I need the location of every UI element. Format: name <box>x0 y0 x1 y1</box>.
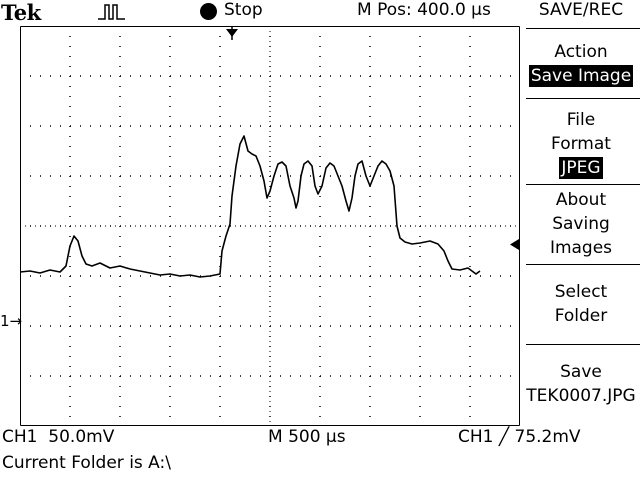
trigger-readout: CH1 ╱ 75.2mV <box>458 427 581 447</box>
save-rec-menu: SAVE/REC Action Save Image File Format J… <box>522 0 640 424</box>
select-folder-label-2: Folder <box>554 306 608 326</box>
action-menu-button[interactable]: Action Save Image <box>522 40 640 88</box>
menu-divider <box>526 344 640 345</box>
pulse-trigger-icon <box>98 4 125 20</box>
about-label-3: Images <box>549 238 613 258</box>
about-label-1: About <box>555 190 607 210</box>
save-menu-button[interactable]: Save TEK0007.JPG <box>522 360 640 408</box>
run-status-icon <box>200 3 217 20</box>
horizontal-position-readout: M Pos: 400.0 µs <box>357 0 491 20</box>
graticule <box>20 26 520 426</box>
file-format-label-1: File <box>566 110 596 130</box>
timebase-readout: M 500 µs <box>268 427 346 447</box>
menu-divider <box>526 264 640 265</box>
action-label: Action <box>554 42 608 62</box>
run-state-label: Stop <box>224 0 263 20</box>
ch1-waveform-trace <box>20 135 481 278</box>
select-folder-menu-button[interactable]: Select Folder <box>522 280 640 328</box>
select-folder-label-1: Select <box>554 282 608 302</box>
file-format-value: JPEG <box>559 157 603 179</box>
file-format-label-2: Format <box>551 134 611 154</box>
save-filename: TEK0007.JPG <box>526 386 636 406</box>
trigger-level-marker <box>510 239 519 250</box>
action-value: Save Image <box>528 65 634 87</box>
menu-divider <box>526 98 640 99</box>
current-folder-status: Current Folder is A:\ <box>2 453 171 473</box>
menu-divider <box>526 28 640 29</box>
about-label-2: Saving <box>552 214 610 234</box>
about-saving-images-menu-button[interactable]: About Saving Images <box>522 188 640 260</box>
brand-logo: Tek <box>1 0 41 25</box>
menu-title: SAVE/REC <box>538 0 624 20</box>
trigger-position-marker <box>226 26 238 40</box>
waveform-display <box>20 26 520 426</box>
save-label: Save <box>560 362 602 382</box>
ch1-ground-marker: 1→ <box>0 312 23 330</box>
ch1-scale-readout: CH1 50.0mV <box>2 427 115 447</box>
menu-divider <box>526 184 640 185</box>
file-format-menu-button[interactable]: File Format JPEG <box>522 108 640 180</box>
